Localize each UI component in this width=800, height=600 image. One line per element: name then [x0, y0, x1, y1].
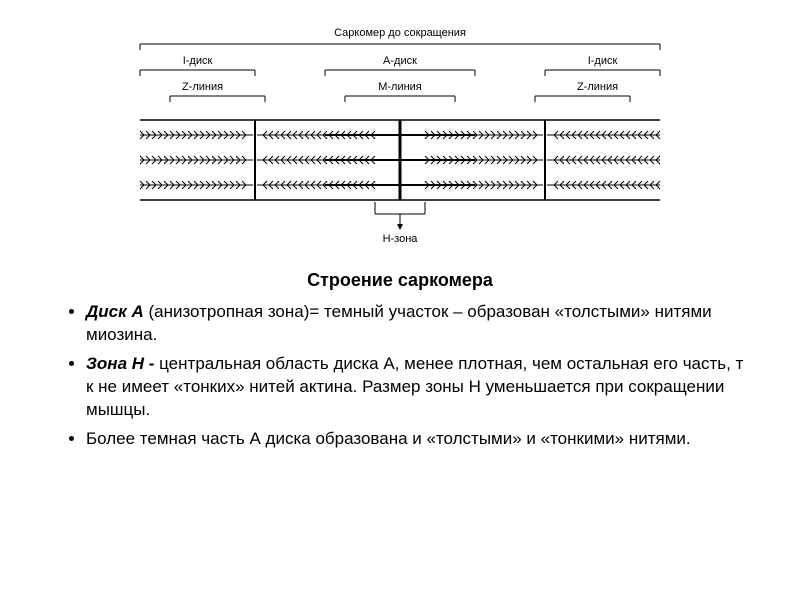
svg-text:M-линия: M-линия: [378, 81, 422, 93]
bullet-term: Зона Н -: [86, 354, 159, 373]
text-content: Строение саркомера Диск А (анизотропная …: [20, 270, 780, 451]
svg-text:Z-линия: Z-линия: [577, 81, 618, 93]
diagram-title: Строение саркомера: [50, 270, 750, 291]
diagram-svg: Саркомер до сокращения I-диск A-диск I-диск…: [100, 20, 700, 250]
svg-text:I-диск: I-диск: [183, 55, 213, 67]
svg-text:Z-линия: Z-линия: [182, 81, 223, 93]
bullet-text: Более темная часть А диска образована и …: [86, 429, 691, 448]
bullet-list: Диск А (анизотропная зона)= темный участ…: [50, 301, 750, 451]
bullet-text: (анизотропная зона)= темный участок – об…: [86, 302, 712, 344]
bullet-text: центральная область диска А, менее плотн…: [86, 354, 743, 419]
bullet-item: Зона Н - центральная область диска А, ме…: [86, 353, 750, 422]
svg-text:Саркомер до сокращения: Саркомер до сокращения: [334, 27, 466, 39]
sarcomere-diagram: Саркомер до сокращения I-диск A-диск I-диск…: [100, 20, 700, 250]
svg-text:H-зона: H-зона: [383, 233, 419, 245]
bullet-term: Диск А: [86, 302, 144, 321]
svg-text:A-диск: A-диск: [383, 55, 417, 67]
bullet-item: Более темная часть А диска образована и …: [86, 428, 750, 451]
svg-text:I-диск: I-диск: [588, 55, 618, 67]
bullet-item: Диск А (анизотропная зона)= темный участ…: [86, 301, 750, 347]
